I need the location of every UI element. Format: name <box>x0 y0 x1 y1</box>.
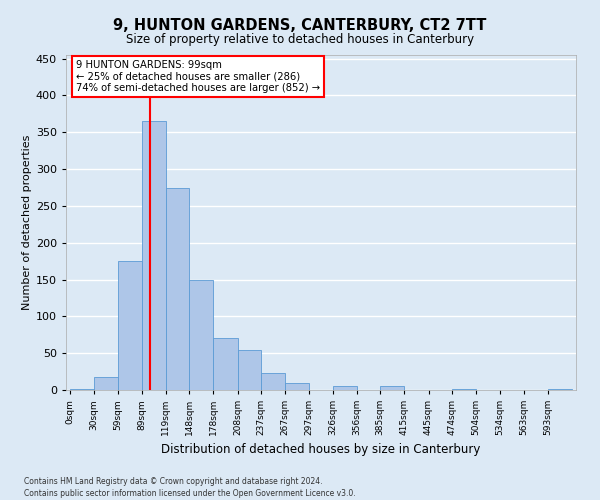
Bar <box>94 376 118 390</box>
Bar <box>214 338 238 390</box>
Text: Contains HM Land Registry data © Crown copyright and database right 2024.
Contai: Contains HM Land Registry data © Crown c… <box>24 476 356 498</box>
Bar <box>548 388 572 390</box>
Bar <box>285 384 310 390</box>
Bar <box>118 261 142 390</box>
Y-axis label: Number of detached properties: Number of detached properties <box>22 135 32 310</box>
Text: Distribution of detached houses by size in Canterbury: Distribution of detached houses by size … <box>161 442 481 456</box>
Bar <box>332 386 357 390</box>
Bar <box>452 388 476 390</box>
Bar <box>238 350 261 390</box>
Bar <box>261 373 285 390</box>
Bar <box>70 388 94 390</box>
Bar <box>142 122 166 390</box>
Bar <box>166 188 189 390</box>
Text: Size of property relative to detached houses in Canterbury: Size of property relative to detached ho… <box>126 32 474 46</box>
Text: 9, HUNTON GARDENS, CANTERBURY, CT2 7TT: 9, HUNTON GARDENS, CANTERBURY, CT2 7TT <box>113 18 487 32</box>
Bar <box>189 280 214 390</box>
Text: 9 HUNTON GARDENS: 99sqm
← 25% of detached houses are smaller (286)
74% of semi-d: 9 HUNTON GARDENS: 99sqm ← 25% of detache… <box>76 60 320 93</box>
Bar <box>380 386 404 390</box>
